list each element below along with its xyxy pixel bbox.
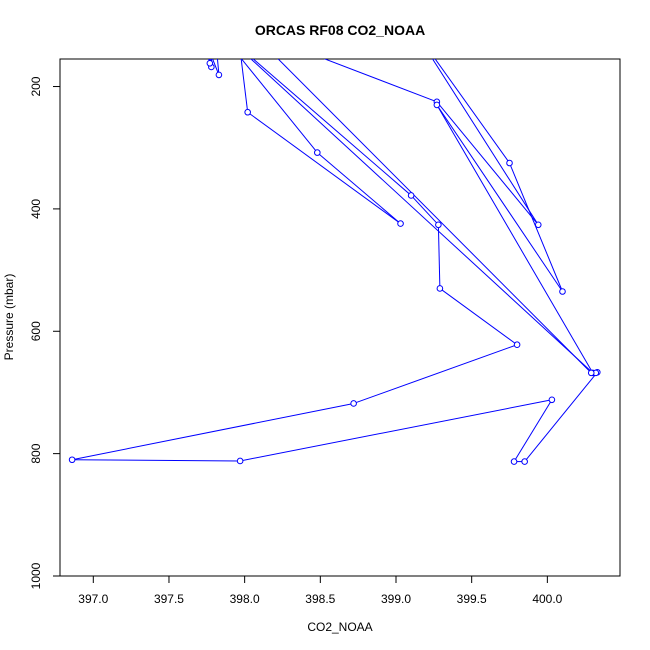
x-tick-label: 397.5 <box>154 592 184 606</box>
series-segment <box>247 111 401 224</box>
series-segment <box>353 344 518 404</box>
series-segment <box>72 459 241 462</box>
series-segment <box>240 59 318 153</box>
data-point <box>506 159 513 167</box>
series-segment <box>436 104 563 292</box>
y-axis-label: Pressure (mbar) <box>2 274 16 361</box>
chart-title: ORCAS RF08 CO2_NOAA <box>255 22 425 38</box>
series-segment <box>216 59 220 75</box>
series-segment <box>437 224 441 289</box>
series-segment <box>240 59 249 113</box>
series-segment <box>431 59 539 226</box>
series-segment <box>212 59 220 76</box>
y-tick-label: 200 <box>29 76 43 96</box>
y-tick-label: 800 <box>29 443 43 463</box>
data-point <box>407 192 415 199</box>
series-segment <box>208 59 211 64</box>
y-tick-label: 600 <box>29 321 43 341</box>
series-segment <box>439 288 518 346</box>
data-point <box>521 458 528 465</box>
data-point <box>513 341 521 349</box>
x-axis-label: CO2_NOAA <box>307 620 372 634</box>
series-segment <box>513 399 553 462</box>
series-segment <box>316 152 401 224</box>
data-point <box>313 149 321 156</box>
data-point <box>534 221 542 229</box>
data-point <box>510 458 518 465</box>
series-segment <box>410 195 439 226</box>
series-segment <box>323 59 438 103</box>
y-tick-label: 400 <box>29 199 43 219</box>
data-point <box>435 221 442 229</box>
y-axis: 200 400 600 800 1000 <box>29 76 61 589</box>
series-segment <box>436 104 594 374</box>
data-point <box>397 220 404 227</box>
series-segment <box>250 59 594 374</box>
x-tick-label: 399.5 <box>457 592 487 606</box>
data-point <box>215 71 223 79</box>
series-segment <box>72 402 354 461</box>
x-tick-label: 400.0 <box>532 592 562 606</box>
plot-area <box>68 59 601 465</box>
x-tick-label: 397.0 <box>78 592 108 606</box>
series-segment <box>252 59 412 196</box>
data-point <box>436 285 444 292</box>
series-segment <box>209 59 211 64</box>
x-tick-label: 399.0 <box>381 592 411 606</box>
series-segment <box>509 162 563 292</box>
data-point <box>548 396 556 404</box>
series-segment <box>524 371 598 462</box>
data-point <box>350 400 357 407</box>
x-tick-label: 398.5 <box>305 592 335 606</box>
series-segment <box>210 59 212 67</box>
data-point <box>559 288 566 295</box>
data-point <box>244 108 251 116</box>
data-point <box>236 457 244 465</box>
series-segment <box>434 59 510 164</box>
series-segment <box>277 59 592 374</box>
data-point <box>68 456 76 464</box>
series-segment <box>210 59 213 67</box>
data-point <box>433 101 441 109</box>
x-tick-label: 398.0 <box>230 592 260 606</box>
series-segment <box>436 101 539 226</box>
y-tick-label: 1000 <box>29 562 43 589</box>
series-segment <box>240 399 552 462</box>
data-point <box>206 59 214 67</box>
x-axis: 397.0 397.5 398.0 398.5 399.0 399.5 400.0 <box>78 575 563 606</box>
data-point <box>587 369 595 377</box>
